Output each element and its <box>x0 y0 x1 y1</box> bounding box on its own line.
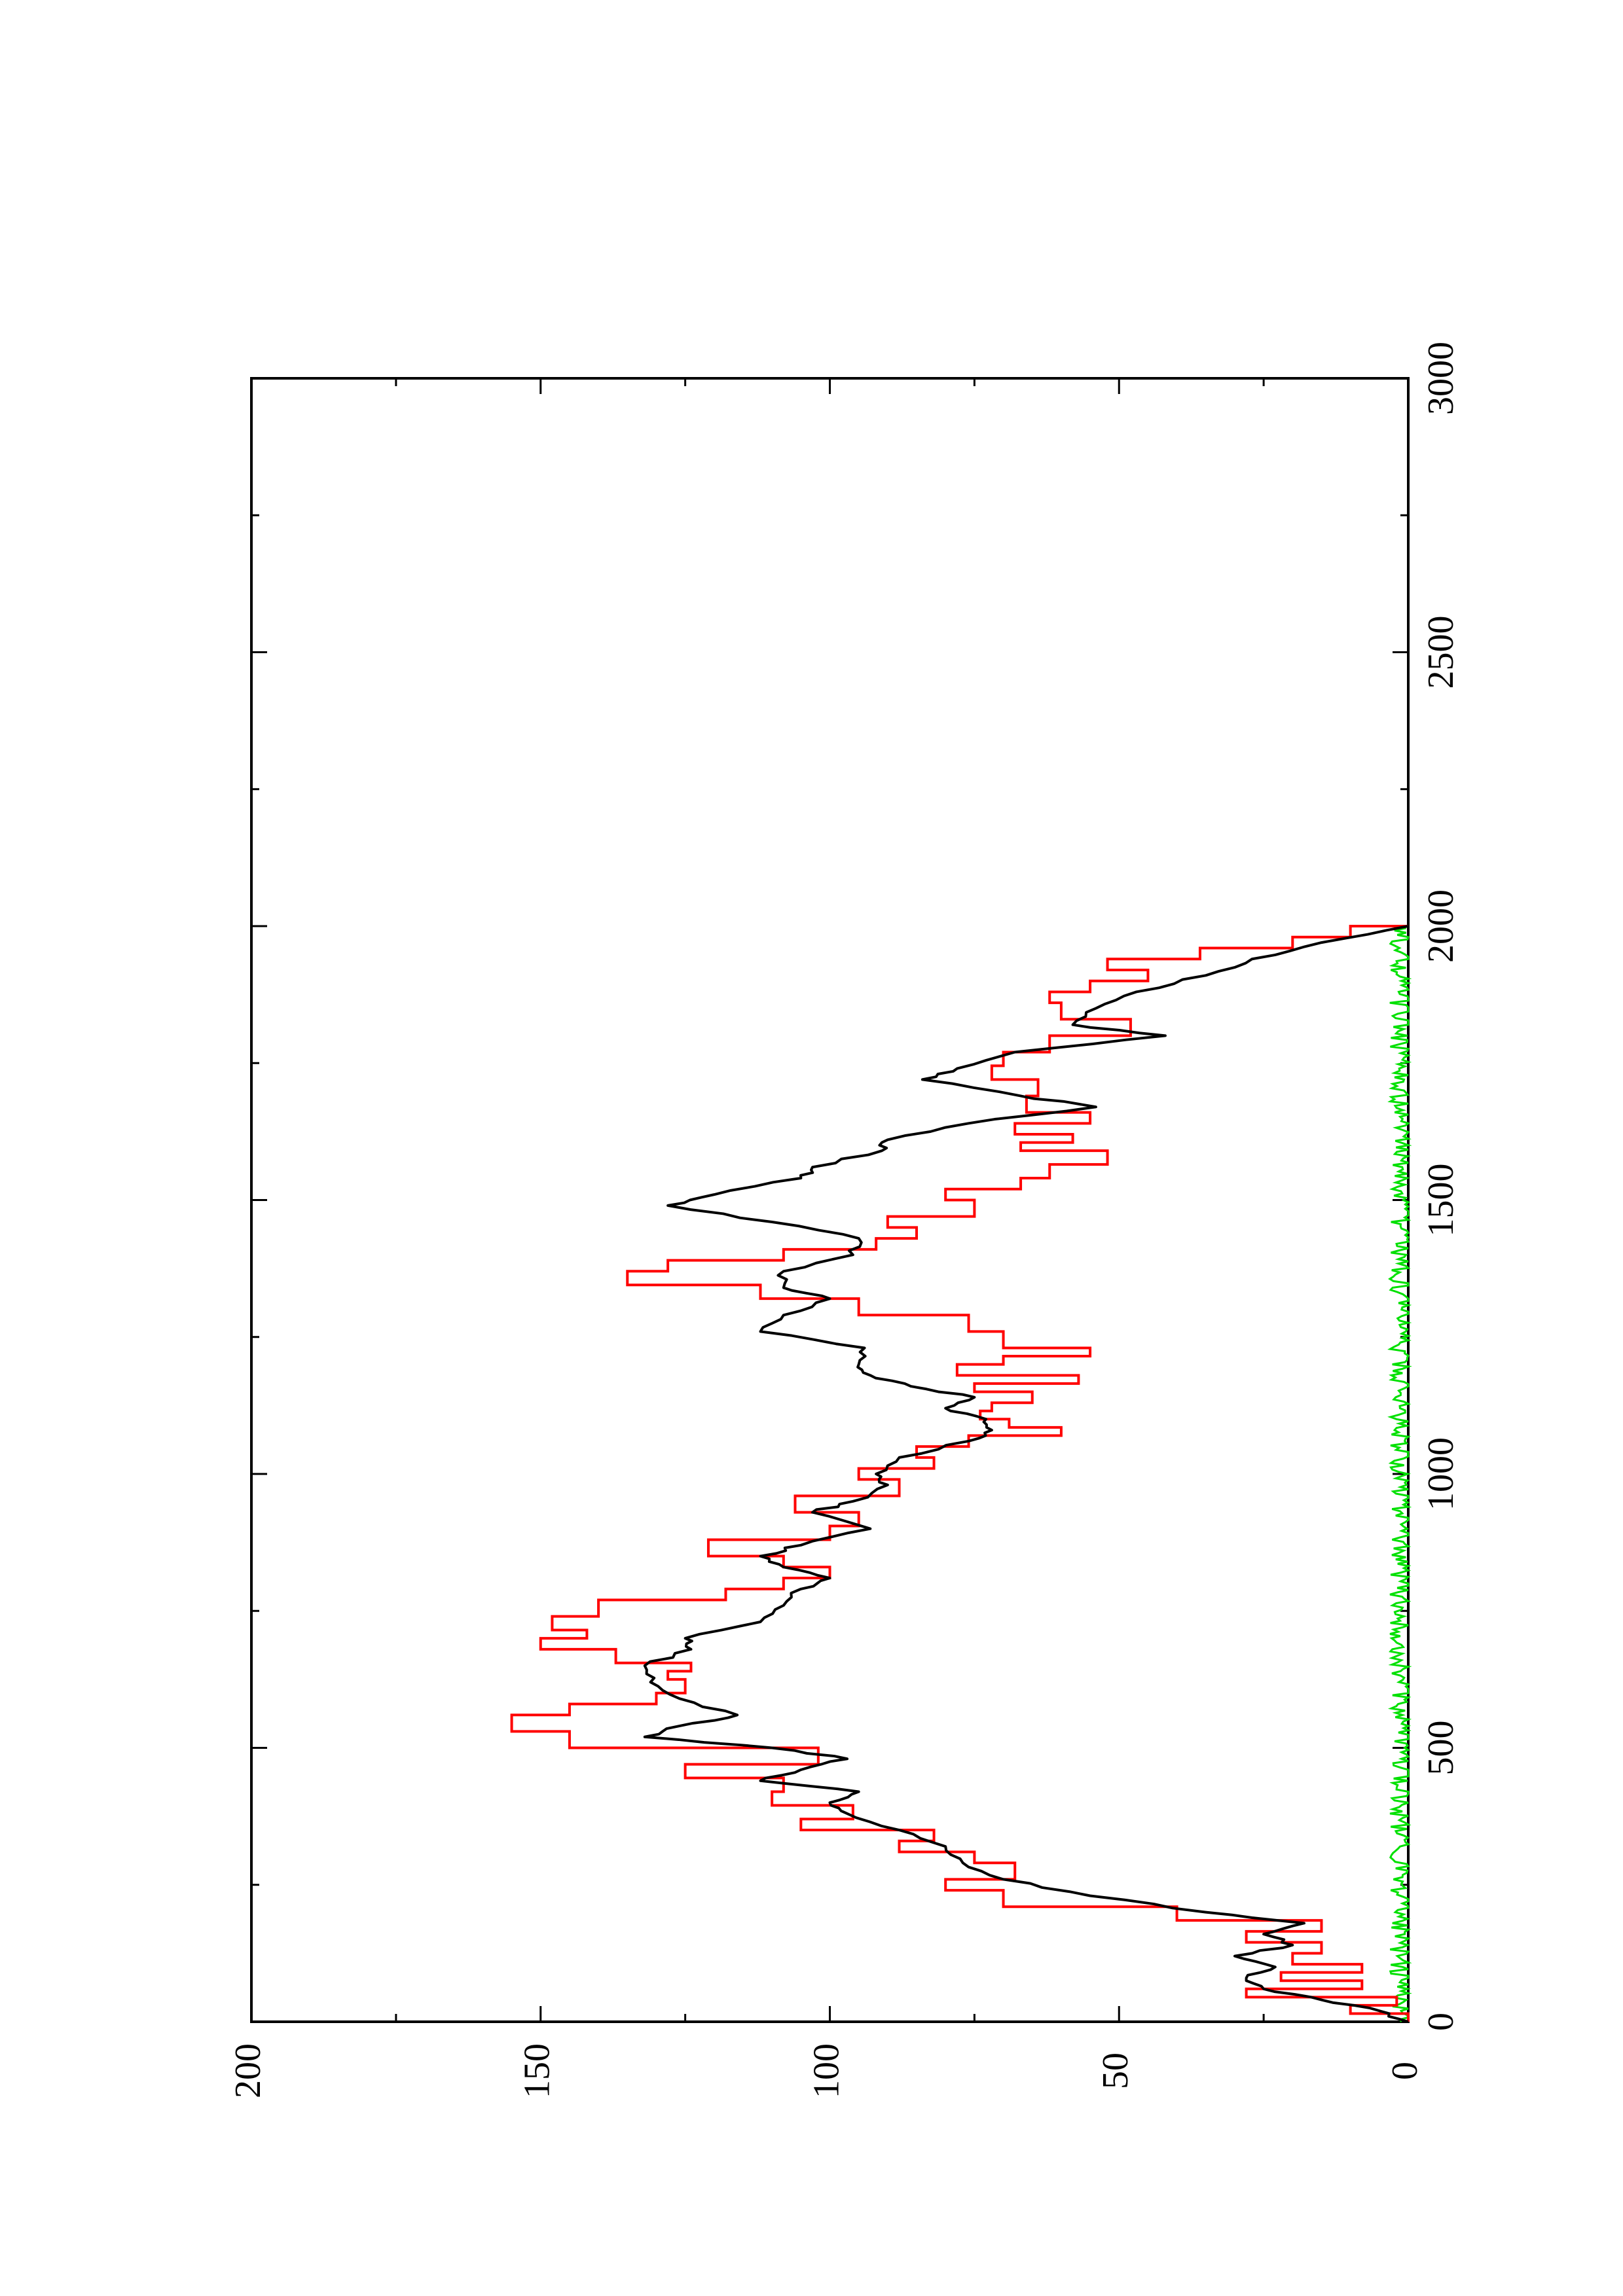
y-tick-label: 50 <box>1095 2053 1136 2089</box>
series-green-line <box>1387 925 1412 2022</box>
series-black-line <box>643 925 1409 2023</box>
plot-area: 0 500 1000 1500 2000 2500 3000 0 50 100 150 200 <box>228 342 1461 2098</box>
x-tick-label: 500 <box>1421 1721 1461 1776</box>
y-tick-label: 150 <box>517 2043 558 2098</box>
y-tick-label: 0 <box>1385 2062 1425 2080</box>
x-tick-label: 2000 <box>1421 889 1461 963</box>
x-tick-label: 3000 <box>1421 342 1461 415</box>
y-tick-label: 100 <box>806 2043 847 2098</box>
plot-frame <box>250 377 1410 2023</box>
x-tick-label: 1000 <box>1421 1437 1461 1511</box>
y-tick-label: 200 <box>228 2043 268 2098</box>
x-tick-label: 1500 <box>1421 1164 1461 1237</box>
x-tick-label: 0 <box>1421 2013 1461 2031</box>
series-red-line <box>510 925 1410 2022</box>
x-tick-label: 2500 <box>1421 616 1461 689</box>
